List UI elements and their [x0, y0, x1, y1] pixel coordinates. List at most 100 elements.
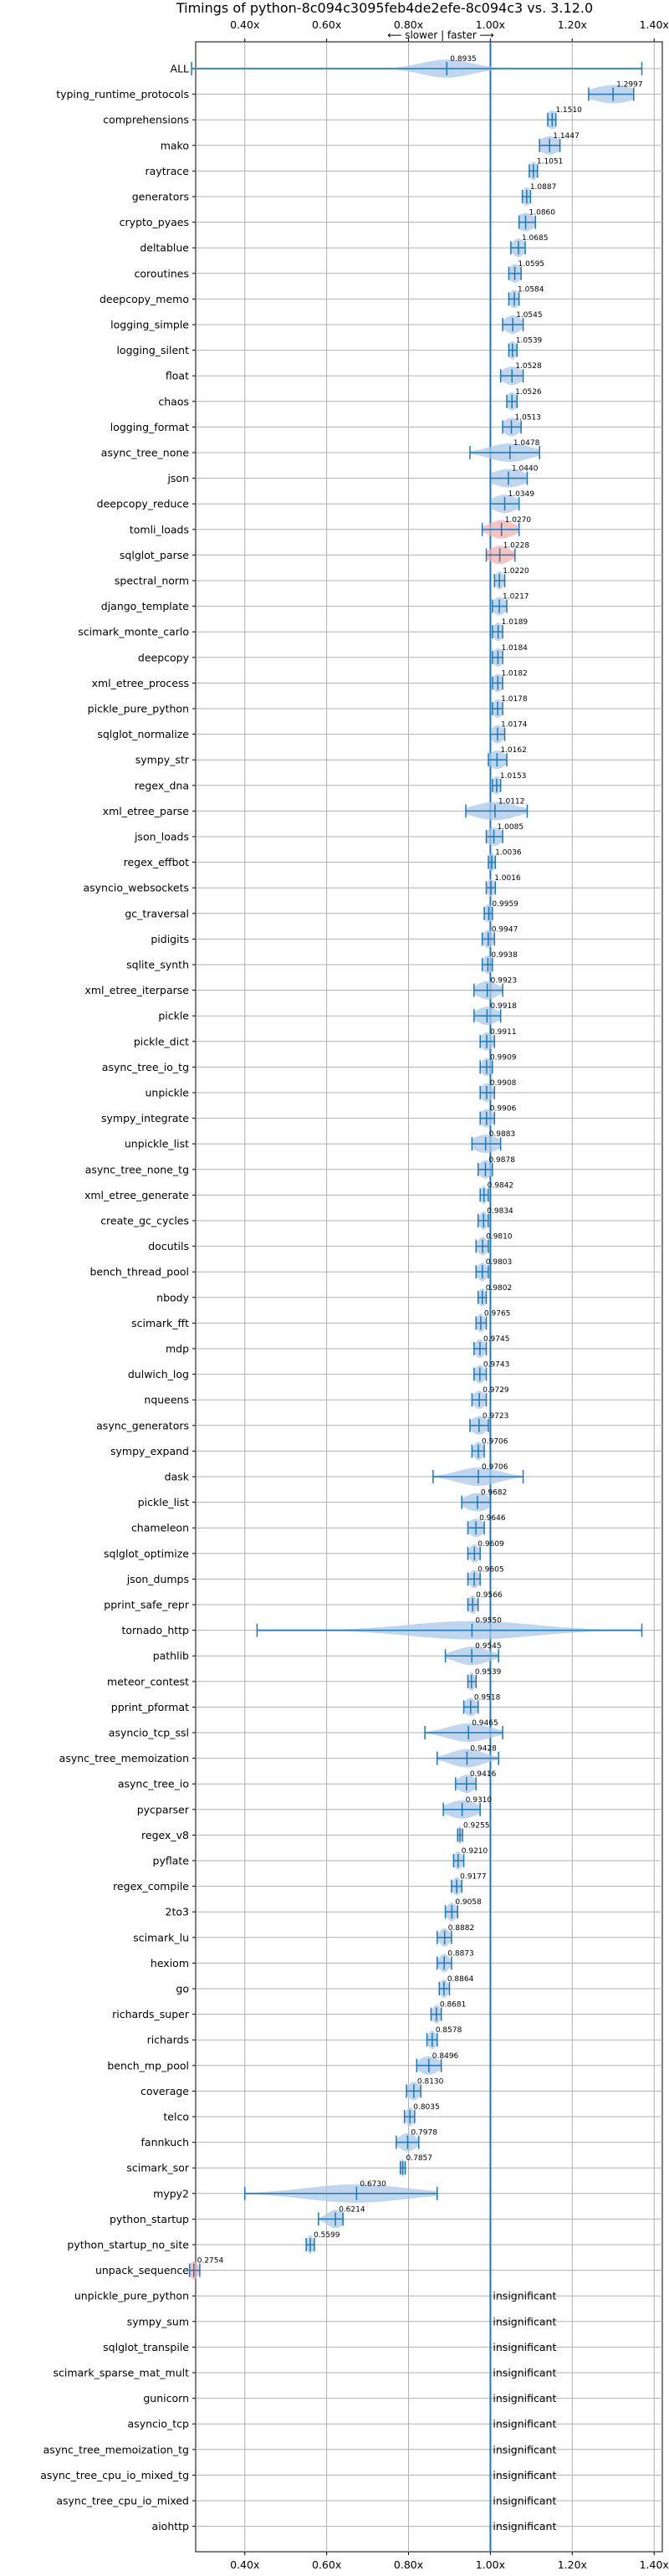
insignificant-label: insignificant	[493, 2443, 556, 2456]
value-label: 0.9428	[470, 1745, 497, 1754]
benchmark-label: async_tree_memoization_tg	[43, 2443, 189, 2456]
insignificant-label: insignificant	[493, 2418, 556, 2430]
benchmark-label: richards_super	[112, 2008, 190, 2020]
value-label: 0.9416	[470, 1770, 497, 1779]
value-label: 0.9834	[487, 1207, 513, 1216]
benchmark-label: nbody	[156, 1291, 189, 1303]
value-label: 1.1447	[553, 132, 580, 141]
value-label: 0.9310	[466, 1796, 493, 1805]
value-label: 0.5599	[314, 2231, 340, 2240]
value-label: 1.0217	[503, 593, 529, 602]
plot-area: 0.40x 0.40x 0.60x 0.60x 0.80x 0.80x 1.00x 1.00x…	[40, 18, 669, 2571]
value-label: 1.0860	[529, 209, 556, 218]
benchmark-label: async_generators	[96, 1419, 189, 1431]
value-label: 0.7978	[411, 2129, 437, 2138]
value-label: 0.9810	[486, 1233, 513, 1242]
benchmark-label: xml_etree_parse	[103, 805, 190, 817]
benchmark-label: python_startup	[110, 2213, 189, 2225]
benchmark-label: regex_v8	[141, 1829, 189, 1841]
value-label: 1.1510	[555, 106, 582, 115]
x-tick-label-bottom: 0.60x	[312, 2558, 341, 2571]
benchmark-label: scimark_fft	[131, 1317, 189, 1329]
benchmark-label: async_tree_io	[118, 1778, 189, 1790]
benchmark-label: logging_simple	[110, 319, 189, 331]
value-label: 0.8578	[436, 2026, 462, 2035]
value-label: 1.0178	[501, 695, 528, 704]
benchmark-label: deltablue	[140, 242, 189, 254]
value-label: 1.0685	[522, 234, 549, 243]
benchmark-label: xml_etree_iterparse	[84, 984, 189, 996]
benchmark-label: meteor_contest	[107, 1675, 189, 1687]
benchmark-label: deepcopy	[138, 651, 190, 663]
benchmark-label: pprint_safe_repr	[104, 1599, 190, 1611]
benchmark-label: gunicorn	[143, 2392, 189, 2404]
benchmark-label: json_loads	[134, 831, 189, 843]
value-label: 1.0153	[500, 772, 527, 781]
benchmark-label: async_tree_io_tg	[102, 1061, 189, 1073]
value-label: 1.0528	[515, 362, 542, 371]
value-label: 0.9729	[483, 1386, 509, 1395]
benchmark-label: sqlite_synth	[126, 959, 189, 971]
value-label: 0.9938	[491, 951, 518, 960]
value-label: 1.0887	[530, 183, 557, 192]
benchmark-label: sympy_expand	[110, 1445, 189, 1457]
benchmark-label: deepcopy_reduce	[97, 498, 190, 510]
value-label: 0.9550	[475, 1617, 502, 1626]
benchmark-label: float	[166, 370, 189, 382]
value-label: 0.9609	[477, 1540, 504, 1549]
x-tick-label-bottom: 1.40x	[640, 2558, 669, 2571]
value-label: 1.0545	[516, 311, 543, 320]
benchmark-label: 2to3	[166, 1906, 189, 1918]
value-label: 0.9465	[472, 1719, 498, 1728]
benchmark-label: asyncio_websockets	[83, 882, 189, 894]
benchmark-label: pathlib	[153, 1650, 189, 1662]
benchmark-label: spectral_norm	[115, 575, 189, 587]
value-label: 0.9545	[475, 1642, 502, 1651]
value-label: 1.0478	[513, 439, 540, 448]
benchmark-label: sqlglot_optimize	[104, 1547, 189, 1559]
value-label: 1.0182	[501, 669, 528, 678]
benchmark-label: unpickle_pure_python	[74, 2290, 189, 2302]
x-tick-label-bottom: 0.40x	[230, 2558, 259, 2571]
benchmark-label: django_template	[101, 600, 190, 612]
x-tick-label-top: 0.60x	[312, 18, 341, 31]
plot-frame	[195, 41, 663, 2553]
value-label: 0.9878	[488, 1156, 515, 1165]
benchmark-label: raytrace	[146, 165, 190, 177]
benchmark-label: sqlglot_parse	[120, 549, 189, 561]
value-label: 0.9723	[483, 1412, 509, 1421]
benchmark-label: async_tree_cpu_io_mixed_tg	[40, 2469, 189, 2481]
benchmark-label: asyncio_tcp	[128, 2418, 190, 2430]
value-label: 1.0036	[495, 849, 522, 858]
benchmark-label: tomli_loads	[130, 523, 189, 535]
benchmark-label: mdp	[166, 1343, 189, 1355]
benchmark-label: scimark_monte_carlo	[78, 626, 189, 638]
value-label: 0.9058	[455, 1898, 482, 1907]
insignificant-label: insignificant	[493, 2469, 556, 2481]
benchmark-label: sympy_str	[135, 754, 190, 766]
x-tick-label-top: 1.40x	[640, 18, 669, 31]
insignificant-label: insignificant	[493, 2520, 556, 2532]
value-label: 0.9803	[486, 1258, 513, 1267]
value-label: 0.9918	[490, 1002, 517, 1011]
benchmark-label: typing_runtime_protocols	[56, 88, 189, 100]
x-tick-label-bottom: 0.80x	[394, 2558, 423, 2571]
value-label: 0.9906	[490, 1105, 517, 1114]
benchmark-label: tornado_http	[121, 1624, 189, 1636]
value-label: 1.0513	[515, 413, 542, 422]
value-label: 0.9566	[476, 1591, 503, 1600]
benchmark-label: logging_silent	[116, 344, 189, 356]
value-label: 0.7857	[406, 2154, 433, 2163]
value-label: 1.0112	[498, 797, 525, 806]
value-label: 0.8873	[447, 1949, 474, 1958]
benchmark-label: xml_etree_generate	[84, 1189, 189, 1201]
insignificant-label: insignificant	[493, 2367, 556, 2379]
benchmark-label: chameleon	[131, 1522, 189, 1534]
benchmark-label: bench_mp_pool	[107, 2059, 189, 2072]
value-label: 1.0162	[500, 746, 527, 755]
benchmark-label: pickle_dict	[134, 1035, 189, 1047]
benchmark-label: sympy_sum	[127, 2315, 189, 2328]
value-label: 0.9177	[460, 1873, 487, 1882]
benchmark-label: mako	[161, 139, 189, 151]
